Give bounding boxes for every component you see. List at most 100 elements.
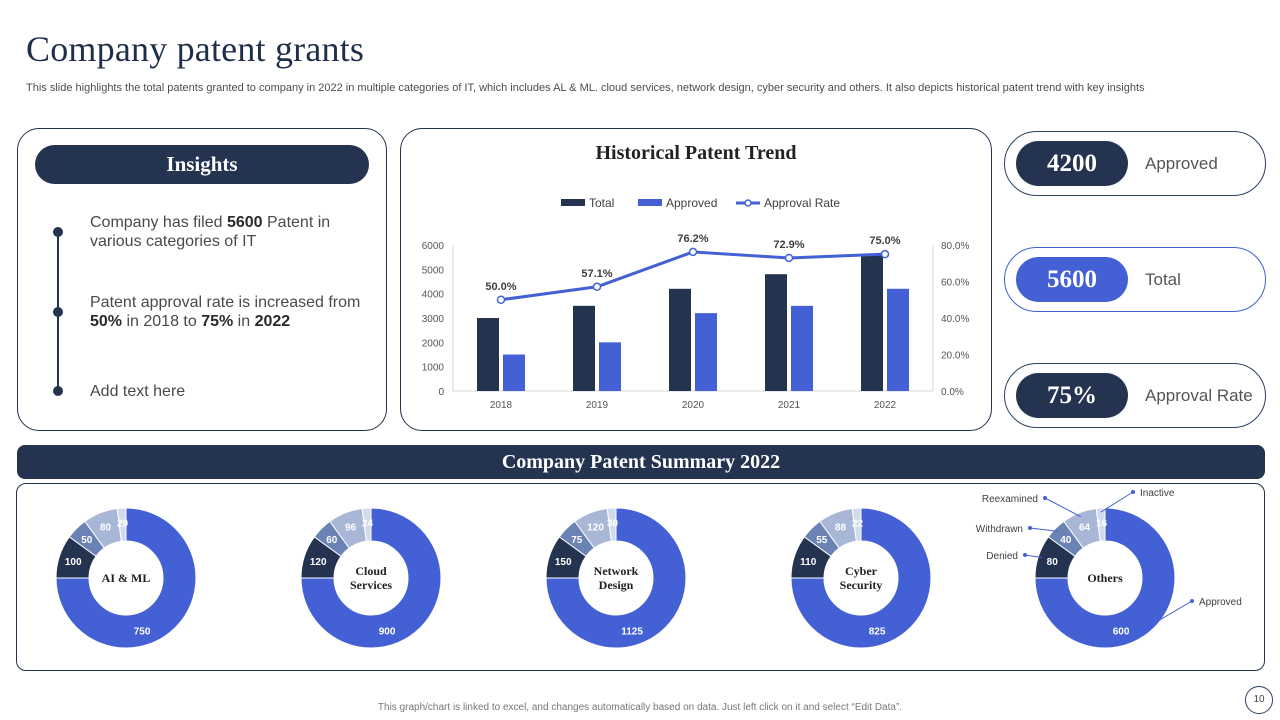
donut-value-label: 30 (607, 519, 619, 530)
kpi-value: 5600 (1016, 257, 1128, 302)
donut-slice-approved (300, 507, 442, 649)
donut-value-label: 120 (310, 557, 327, 568)
donut-value-label: 150 (555, 557, 572, 568)
donut-slice-inactive (851, 507, 862, 542)
donut-slice-approved (55, 507, 197, 649)
leader-line (1029, 527, 1059, 532)
donut-value-label: 110 (800, 557, 817, 568)
bar-total (477, 318, 499, 391)
leader-dot (1023, 553, 1027, 557)
donut-slice-inactive (116, 507, 127, 542)
donut-value-label: 20 (117, 519, 129, 530)
donut-center-label: Design (599, 578, 634, 592)
donut-slice-inactive (1095, 507, 1106, 542)
data-label: 50.0% (485, 281, 516, 293)
donut-value-label: 64 (1079, 522, 1091, 533)
leader-line (1024, 554, 1043, 559)
insight-text: in 2018 to (122, 313, 202, 330)
bar-approved (887, 288, 909, 391)
bar-total (669, 288, 691, 391)
approval-rate-point (496, 295, 506, 304)
category-label: Denied (986, 551, 1018, 562)
legend-label: Approval Rate (764, 196, 840, 210)
donut-slice-inactive (361, 507, 372, 542)
insight-highlight: 75% (201, 313, 234, 330)
x-tick-label: 2019 (586, 400, 609, 411)
bar-approved (503, 354, 525, 391)
bar-approved (791, 305, 813, 391)
donut-value-label: 16 (1096, 519, 1108, 530)
legend-marker (744, 199, 752, 207)
footnote: This graph/chart is linked to excel, and… (377, 702, 903, 713)
kpi-card-approved: 4200 Approved (1004, 131, 1266, 196)
y-tick-label: 6000 (422, 241, 445, 252)
legend-label: Approved (666, 196, 717, 210)
summary-panel: 750 100 50 80 20 AI & ML 900 120 60 96 24 Cloud Serv… (16, 483, 1265, 671)
leader-dot (1043, 496, 1047, 500)
insights-heading: Insights (35, 145, 369, 184)
donut-slice-inactive (606, 507, 617, 542)
donut-value-label: 825 (869, 627, 886, 638)
leader-dot (1028, 526, 1032, 530)
bar-total (765, 274, 787, 391)
data-label: 76.2% (677, 233, 708, 245)
approval-rate-line (500, 250, 886, 302)
y2-tick-label: 40.0% (941, 314, 969, 325)
legend-label: Total (589, 196, 614, 210)
insight-highlight: 2022 (254, 313, 291, 330)
insight-item: Add text here (90, 382, 375, 401)
approval-rate-point (880, 249, 890, 259)
donut-center-label: Network (594, 564, 639, 578)
donut-value-label: 900 (379, 627, 396, 638)
y-tick-label: 1000 (422, 363, 445, 374)
donut-value-label: 50 (81, 535, 93, 546)
donut-value-label: 120 (587, 522, 604, 533)
bar-total (861, 254, 883, 391)
insight-highlight: 5600 (226, 214, 263, 231)
kpi-label: Total (1145, 270, 1181, 289)
kpi-value: 75% (1016, 373, 1128, 418)
y-tick-label: 4000 (422, 290, 445, 301)
trend-chart: 0 1000 2000 3000 4000 5000 6000 0.0% 20.0% 40.0% 6… (422, 196, 970, 411)
insight-text: in (233, 313, 255, 330)
donut-value-label: 96 (345, 522, 357, 533)
bar-total (573, 305, 595, 391)
summary-heading: Company Patent Summary 2022 (17, 445, 1265, 479)
y-tick-label: 3000 (422, 314, 445, 325)
category-label: Withdrawn (976, 524, 1023, 535)
leader-line (1151, 600, 1193, 626)
donut-center-label: Others (1087, 571, 1123, 585)
leader-dot (1131, 490, 1135, 494)
donut-value-label: 75 (571, 535, 583, 546)
insight-highlight: 50% (90, 313, 123, 330)
y2-tick-label: 0.0% (941, 387, 964, 398)
donut-center-label: Security (840, 578, 883, 592)
donut-value-label: 60 (326, 535, 338, 546)
donut-value-label: 22 (852, 519, 864, 530)
x-tick-label: 2018 (490, 400, 513, 411)
x-tick-label: 2020 (682, 400, 705, 411)
approval-rate-point (784, 253, 794, 263)
donut-value-label: 80 (100, 522, 112, 533)
donut-center-label: AI & ML (102, 571, 151, 585)
bar-approved (599, 342, 621, 391)
page-subtitle: This slide highlights the total patents … (26, 82, 1145, 94)
x-tick-label: 2021 (778, 400, 801, 411)
category-label: Approved (1199, 597, 1242, 608)
approval-rate-point (688, 247, 698, 257)
legend-swatch (638, 199, 662, 206)
kpi-card-total: 5600 Total (1004, 247, 1266, 312)
insight-text: Company has filed (90, 214, 227, 231)
leader-line (1100, 491, 1134, 513)
timeline-dot (53, 227, 63, 237)
x-tick-label: 2022 (874, 400, 897, 411)
insight-item: Company has filed 5600 Patent in various… (90, 213, 375, 251)
donut-value-label: 600 (1113, 627, 1130, 638)
kpi-value: 4200 (1016, 141, 1128, 186)
chart-title: Historical Patent Trend (595, 142, 797, 164)
bar-approved (695, 313, 717, 391)
donut-slice-approved (1034, 507, 1176, 649)
donut-value-label: 24 (362, 519, 374, 530)
donut-value-label: 1125 (621, 627, 643, 638)
donut-value-label: 80 (1047, 557, 1059, 568)
